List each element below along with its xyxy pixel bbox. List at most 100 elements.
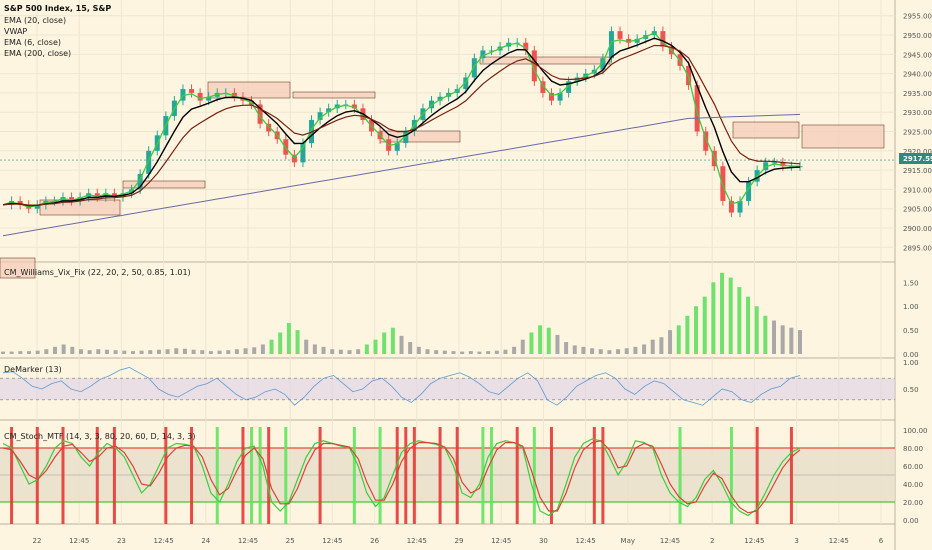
candle-body xyxy=(111,193,117,198)
vix-tick-label: 1.50 xyxy=(903,279,919,287)
price-zone xyxy=(732,121,800,139)
vix-bar xyxy=(607,350,612,354)
candle-body xyxy=(146,150,152,174)
price-tick-label: 2930.00 xyxy=(903,109,932,117)
demarker-title: DeMarker (13) xyxy=(4,365,62,374)
candle-body xyxy=(34,204,40,209)
x-tick-label: 26 xyxy=(370,537,379,545)
vix-bar xyxy=(659,337,664,354)
x-tick-label: 12:45 xyxy=(154,537,174,545)
chart-title: S&P 500 Index, 15, S&P xyxy=(4,4,111,13)
vix-bar xyxy=(234,349,239,354)
vix-bar xyxy=(390,327,395,354)
candle-body xyxy=(540,81,546,93)
candle-body xyxy=(463,77,469,90)
x-tick-label: 12:45 xyxy=(407,537,427,545)
price-tick-label: 2945.00 xyxy=(903,51,932,59)
vix-bar xyxy=(434,350,439,354)
vix-bar xyxy=(260,344,265,354)
vix-bar xyxy=(61,344,66,354)
stoch-signal-bar xyxy=(532,427,536,524)
price-zone xyxy=(0,257,36,279)
x-tick-label: 12:45 xyxy=(744,537,764,545)
vix-bar xyxy=(321,346,326,354)
vwap-line xyxy=(2,37,801,207)
stoch-signal-bar xyxy=(438,427,442,524)
vix-bar xyxy=(9,351,14,354)
stoch-signal-bar xyxy=(592,427,596,524)
price-tick-label: 2900.00 xyxy=(903,225,932,233)
price-tick-label: 2910.00 xyxy=(903,186,932,194)
stoch-tick-label: 0.00 xyxy=(903,517,919,525)
vix-bar xyxy=(35,350,40,354)
stoch-signal-bar xyxy=(549,427,553,524)
candle-body xyxy=(300,143,306,163)
stoch-signal-bar xyxy=(10,427,14,524)
stoch-signal-bar xyxy=(789,427,793,524)
vix-bar xyxy=(685,315,690,354)
candle-body xyxy=(694,85,700,132)
vix-bar xyxy=(191,349,196,354)
vix-bar xyxy=(564,342,569,354)
vix-bar xyxy=(156,349,161,354)
candle-body xyxy=(394,143,400,151)
x-tick-label: 6 xyxy=(879,537,884,545)
candle-body xyxy=(403,131,409,144)
vix-fix-title: CM_Williams_Vix_Fix (22, 20, 2, 50, 0.85… xyxy=(4,268,191,277)
vix-bar xyxy=(113,350,118,354)
x-tick-label: 12:45 xyxy=(491,537,511,545)
candle-body xyxy=(566,81,572,93)
candle-body xyxy=(266,123,272,132)
vix-bar xyxy=(503,349,508,354)
price-tick-label: 2940.00 xyxy=(903,71,932,79)
vix-bar xyxy=(555,334,560,354)
candle-body xyxy=(137,173,143,190)
x-tick-label: 25 xyxy=(286,537,295,545)
stoch-signal-bar xyxy=(455,427,459,524)
vix-bar xyxy=(451,351,456,354)
stoch-signal-bar xyxy=(61,427,65,524)
stoch-signal-bar xyxy=(164,427,168,524)
vix-bar xyxy=(694,306,699,354)
price-zone xyxy=(292,91,376,99)
vix-bar xyxy=(425,349,430,354)
price-zone xyxy=(122,180,206,189)
stoch-tick-label: 100.00 xyxy=(903,427,928,435)
indicator-label-ema200: EMA (200, close) xyxy=(4,49,71,58)
candle-body xyxy=(197,92,203,101)
vix-bar xyxy=(70,346,75,354)
candle-body xyxy=(523,42,529,51)
current-price-label: 2917.59 xyxy=(903,155,932,163)
vix-bar xyxy=(200,350,205,354)
candle-body xyxy=(728,200,734,213)
vix-bar xyxy=(737,287,742,354)
vix-bar xyxy=(373,339,378,354)
vix-bar xyxy=(1,351,5,354)
demarker-tick-label: 0.50 xyxy=(903,386,919,394)
vix-bar xyxy=(789,327,794,354)
stoch-lines xyxy=(2,427,801,524)
vix-bar xyxy=(442,350,447,354)
stoch-signal-bar xyxy=(267,427,271,524)
vix-bar xyxy=(538,325,543,354)
demarker-band xyxy=(0,378,895,400)
candle-body xyxy=(703,131,709,151)
price-tick-label: 2915.00 xyxy=(903,167,932,175)
vix-bar xyxy=(364,344,369,354)
vix-bar xyxy=(18,351,23,354)
moving-average-lines xyxy=(2,32,801,237)
ema20-line xyxy=(2,44,801,206)
x-tick-label: 24 xyxy=(201,537,210,545)
x-tick-label: 12:45 xyxy=(576,537,596,545)
vix-tick-label: 1.00 xyxy=(903,303,919,311)
x-tick-label: 2 xyxy=(710,537,714,545)
vix-tick-label: 0.00 xyxy=(903,351,919,359)
stoch-tick-label: 20.00 xyxy=(903,499,923,507)
candle-body xyxy=(788,166,794,168)
vix-bar xyxy=(286,322,291,354)
indicator-label-vwap: VWAP xyxy=(4,27,27,36)
candle-body xyxy=(189,89,195,93)
vix-bar xyxy=(208,351,213,354)
x-tick-label: 12:45 xyxy=(322,537,342,545)
